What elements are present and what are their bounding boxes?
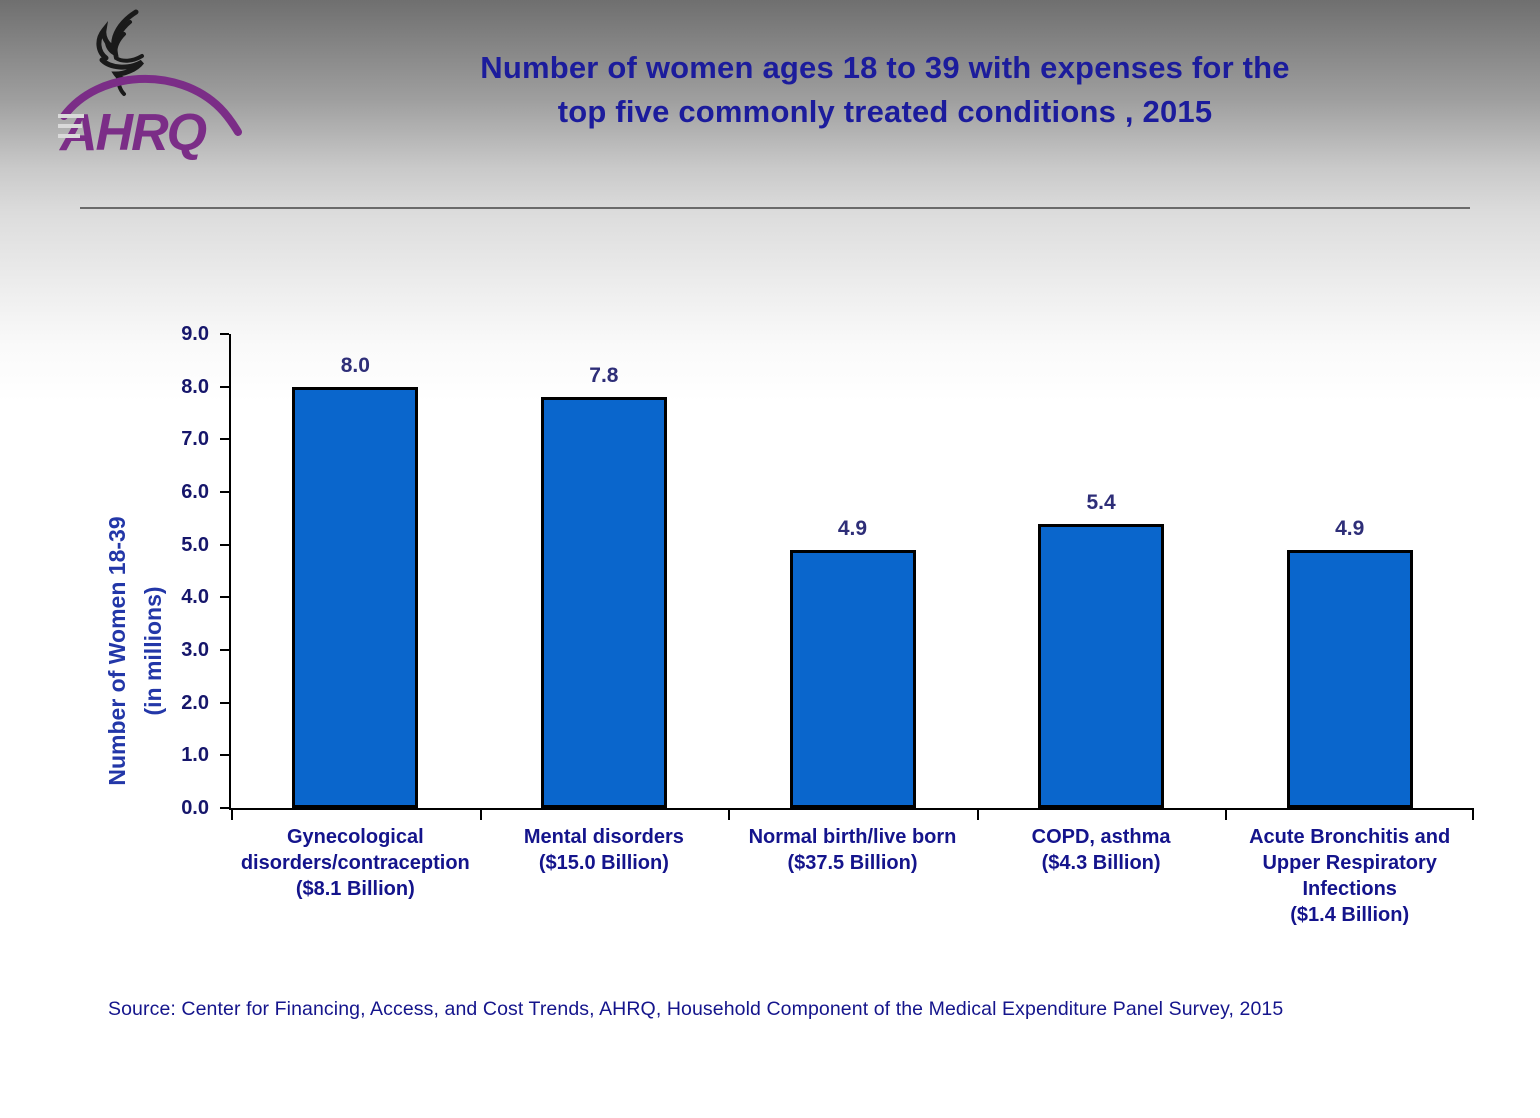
y-axis-tick-label: 1.0 xyxy=(181,744,209,767)
x-axis-tick xyxy=(231,810,233,820)
y-axis-tick xyxy=(220,385,229,388)
y-axis-tick-label: 4.0 xyxy=(181,586,209,609)
y-axis-tick xyxy=(220,596,229,599)
bar-value-label: 4.9 xyxy=(837,516,868,540)
y-axis-tick xyxy=(220,807,229,809)
page-title-line-1: Number of women ages 18 to 39 with expen… xyxy=(480,50,1290,85)
bar-value-label: 5.4 xyxy=(1086,490,1116,514)
y-axis-tick xyxy=(220,333,229,335)
x-axis-tick xyxy=(479,810,482,820)
x-axis-tick xyxy=(728,810,731,820)
x-axis-tick xyxy=(1472,810,1474,820)
x-category-cost: ($37.5 Billion) xyxy=(787,852,918,874)
bar xyxy=(789,549,916,808)
x-category-label: Acute Bronchitis and Upper Respiratory I… xyxy=(1221,824,1478,928)
y-axis-tick-label: 2.0 xyxy=(181,691,209,714)
bar-value-label: 7.8 xyxy=(589,364,619,388)
y-axis-tick-label: 5.0 xyxy=(181,533,209,556)
y-axis-tick xyxy=(220,701,229,704)
y-axis-tick-label: 7.0 xyxy=(181,428,209,451)
y-axis-tick-label: 3.0 xyxy=(181,639,209,661)
y-axis-tick xyxy=(220,438,229,441)
y-axis-tick xyxy=(220,491,229,493)
x-axis-tick xyxy=(1225,810,1228,820)
ahrq-logo-arc xyxy=(60,74,242,136)
header-separator xyxy=(80,207,1470,209)
y-axis-title-line-1: Number of Women 18-39 xyxy=(104,516,130,786)
x-category-cost: ($15.0 Billion) xyxy=(538,852,669,874)
y-axis-tick-label: 8.0 xyxy=(181,375,209,398)
plot-area: Number of Women 18-39 (in millions) Gyne… xyxy=(104,323,1474,926)
x-category-name: Gynecological disorders/contraception xyxy=(240,826,470,874)
x-category-label: Normal birth/live born ($37.5 Billion) xyxy=(724,824,981,876)
x-category-name: Acute Bronchitis and Upper Respiratory I… xyxy=(1249,826,1451,900)
x-category-cost: ($4.3 Billion) xyxy=(1041,852,1161,874)
y-axis-tick-label: 9.0 xyxy=(181,323,209,345)
x-category-name: Normal birth/live born xyxy=(748,826,957,848)
x-category-cost: ($1.4 Billion) xyxy=(1290,904,1410,926)
page-title-line-2: top five commonly treated conditions , 2… xyxy=(557,94,1213,129)
x-category-label: Gynecological disorders/contraception ($8… xyxy=(227,824,484,902)
y-axis-tick xyxy=(220,543,229,546)
x-category-cost: ($8.1 Billion) xyxy=(295,878,415,900)
ahrq-logo-text: AHRQ xyxy=(58,104,207,162)
bar-value-label: 8.0 xyxy=(340,353,370,377)
bar xyxy=(1286,549,1413,808)
bar-value-label: 4.9 xyxy=(1335,516,1365,540)
y-axis-tick-label: 6.0 xyxy=(181,481,209,503)
x-category-name: COPD, asthma xyxy=(1031,826,1171,848)
x-category-labels: Gynecological disorders/contraception ($8… xyxy=(231,824,1474,944)
ahrq-logo: AHRQ xyxy=(58,4,258,164)
source-note: Source: Center for Financing, Access, an… xyxy=(108,998,1284,1020)
bar xyxy=(540,397,667,808)
page-title: Number of women ages 18 to 39 with expen… xyxy=(310,46,1460,134)
y-axis-tick xyxy=(220,754,229,757)
bar xyxy=(292,386,419,808)
y-axis-tick xyxy=(220,649,229,651)
bar xyxy=(1038,523,1165,808)
x-axis-tick xyxy=(976,810,979,820)
y-axis-tick-label: 0.0 xyxy=(181,797,209,819)
x-category-label: COPD, asthma ($4.3 Billion) xyxy=(973,824,1230,876)
x-category-label: Mental disorders ($15.0 Billion) xyxy=(476,824,733,876)
x-category-name: Mental disorders xyxy=(523,826,684,848)
